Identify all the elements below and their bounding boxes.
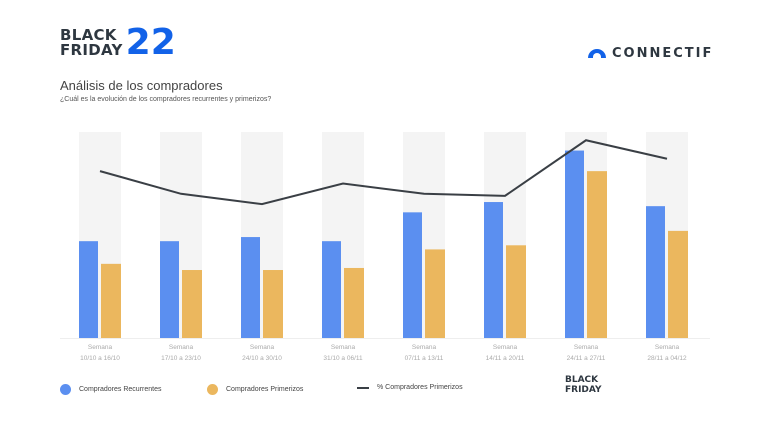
x-tick-line: Semana — [330, 344, 356, 351]
x-tick-line: Semana — [249, 344, 275, 351]
x-tick-line: 31/10 a 06/11 — [323, 355, 363, 362]
connectif-logo: CONNECTIF — [588, 46, 713, 61]
bar-recurrentes — [160, 241, 179, 338]
x-tick-label: Semana 10/10 a 16/10 — [60, 342, 140, 364]
bar-recurrentes — [565, 150, 584, 338]
bar-primerizos — [587, 171, 607, 338]
x-tick-line: 24/11 a 27/11 — [566, 355, 606, 362]
x-tick-label: Semana 31/10 a 06/11 — [303, 342, 383, 364]
bar-recurrentes — [79, 241, 98, 338]
legend-porcentaje: % Compradores Primerizos — [357, 384, 463, 391]
bar-primerizos — [182, 270, 202, 338]
x-tick-line: 07/11 a 13/11 — [404, 355, 444, 362]
bar-recurrentes — [322, 241, 341, 338]
x-tick-label: Semana 28/11 a 04/12 — [627, 342, 707, 364]
legend-label: % Compradores Primerizos — [377, 384, 463, 391]
bar-primerizos — [668, 230, 688, 338]
legend-primerizos: Compradores Primerizos — [207, 384, 303, 395]
x-tick-line: 28/11 a 04/12 — [647, 355, 687, 362]
legend-label: Compradores Recurrentes — [79, 386, 162, 393]
x-tick-line: Semana — [492, 344, 518, 351]
bar-recurrentes — [646, 206, 665, 338]
bar-primerizos — [101, 263, 121, 338]
bar-primerizos — [344, 267, 364, 338]
bar-recurrentes — [484, 202, 503, 338]
bar-recurrentes — [241, 237, 260, 338]
x-tick-line: Semana — [87, 344, 113, 351]
brand-name: CONNECTIF — [612, 46, 714, 61]
x-tick-line: Semana — [411, 344, 437, 351]
bar-recurrentes — [403, 212, 422, 338]
x-tick-line: Semana — [654, 344, 680, 351]
x-tick-label: Semana 14/11 a 20/11 — [465, 342, 545, 364]
legend-swatch — [60, 384, 71, 395]
logo-line2: FRIDAY — [60, 41, 123, 59]
bar-primerizos — [506, 245, 526, 338]
marker-line1: BLACK — [565, 375, 599, 385]
line-porcentaje — [99, 139, 668, 206]
x-tick-label: Semana 24/10 a 30/10 — [222, 342, 302, 364]
logo-number: 22 — [125, 22, 176, 63]
marker-line2: FRIDAY — [565, 385, 602, 395]
x-tick-line: 14/11 a 20/11 — [485, 355, 525, 362]
legend-swatch — [207, 384, 218, 395]
x-tick-label: Semana 24/11 a 27/11 — [546, 342, 626, 364]
x-tick-line: 24/10 a 30/10 — [242, 355, 282, 362]
x-tick-line: Semana — [573, 344, 599, 351]
x-tick-line: Semana — [168, 344, 194, 351]
logo-line1: BLACK — [60, 26, 117, 44]
x-tick-label: Semana 07/11 a 13/11 — [384, 342, 464, 364]
x-tick-label: Semana 17/10 a 23/10 — [141, 342, 221, 364]
x-tick-line: 17/10 a 23/10 — [161, 355, 201, 362]
connectif-icon — [588, 49, 606, 58]
black-friday-22-logo: BLACK FRIDAY 22 — [60, 22, 176, 63]
chart-subtitle: ¿Cuál es la evolución de los compradores… — [60, 96, 272, 103]
legend-recurrentes: Compradores Recurrentes — [60, 384, 161, 395]
chart-title: Análisis de los compradores — [60, 78, 223, 93]
x-tick-line: 10/10 a 16/10 — [80, 355, 120, 362]
legend-swatch — [357, 386, 369, 389]
black-friday-marker: BLACK FRIDAY — [565, 375, 602, 395]
bar-primerizos — [263, 270, 283, 338]
bar-primerizos — [425, 249, 445, 338]
legend-label: Compradores Primerizos — [226, 386, 304, 393]
